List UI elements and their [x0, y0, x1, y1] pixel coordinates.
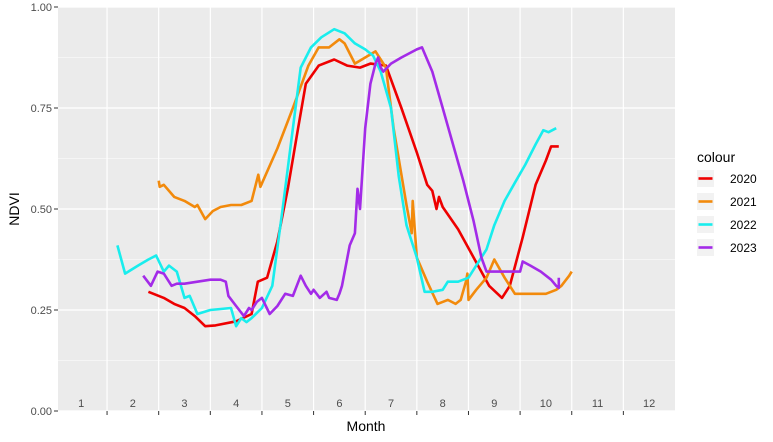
- major-gridlines: [58, 6, 675, 412]
- legend-label-2022: 2022: [730, 218, 757, 232]
- x-tick-label: 6: [336, 398, 342, 410]
- x-tick-label: 10: [540, 398, 552, 410]
- x-axis-title: Month: [347, 418, 386, 434]
- x-tick-label: 12: [643, 398, 655, 410]
- x-tick-label: 2: [130, 398, 136, 410]
- legend-title: colour: [697, 149, 735, 165]
- x-tick-label: 11: [592, 398, 603, 410]
- legend-label-2020: 2020: [730, 172, 757, 186]
- y-tick-label: 0.75: [31, 103, 52, 115]
- legend-label-2023: 2023: [730, 241, 757, 255]
- series-lines: [116, 27, 573, 328]
- y-axis-ticks: 0.00 0.25 0.50 0.75 1.00: [31, 2, 58, 418]
- y-axis-title: NDVI: [6, 192, 22, 225]
- x-tick-label: 3: [181, 398, 187, 410]
- legend-label-2021: 2021: [730, 195, 757, 209]
- y-tick-label: 0.25: [31, 305, 52, 317]
- x-axis-ticks: 1 2 3 4 5 6 7 8 9 10 11 12: [78, 398, 655, 415]
- x-tick-label: 4: [233, 398, 239, 410]
- x-tick-label: 5: [285, 398, 291, 410]
- series-line-2022: [116, 27, 557, 328]
- x-tick-label: 7: [388, 398, 394, 410]
- x-tick-label: 9: [491, 398, 497, 410]
- y-tick-label: 0.50: [31, 204, 52, 216]
- series-line-2020: [147, 58, 559, 328]
- x-tick-label: 8: [440, 398, 446, 410]
- series-line-2023: [142, 46, 561, 318]
- y-tick-label: 1.00: [31, 2, 52, 14]
- legend-items: 2020 2021 2022 2023: [697, 170, 757, 256]
- legend: colour 2020 2021 2022 2023: [697, 149, 757, 256]
- x-tick-label: 1: [78, 398, 84, 410]
- y-tick-label: 0.00: [31, 406, 52, 418]
